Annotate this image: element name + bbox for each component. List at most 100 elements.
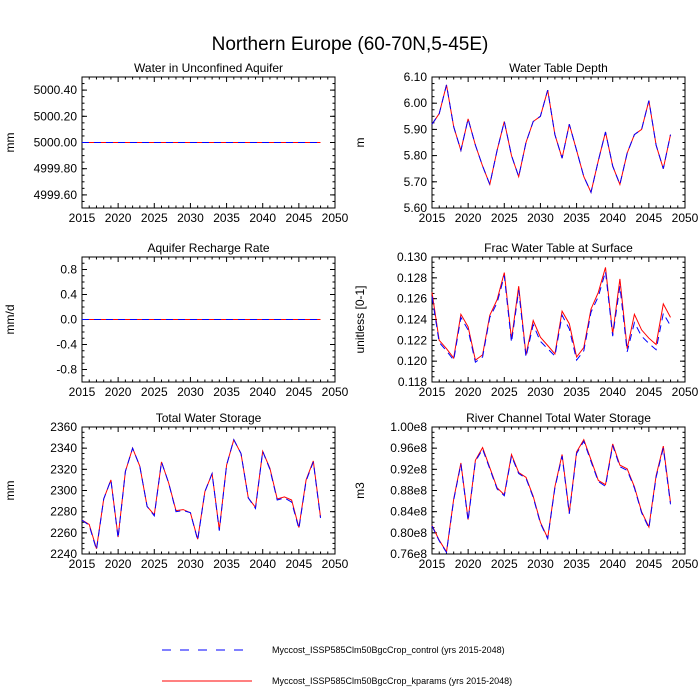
- y-tick-label: 0.126: [397, 292, 427, 306]
- y-tick-label: 2320: [50, 462, 77, 476]
- x-tick-label: 2035: [213, 211, 240, 225]
- x-tick-label: 2030: [177, 557, 204, 571]
- series-line-control: [431, 440, 671, 554]
- x-tick-label: 2015: [69, 385, 96, 399]
- panel-title: Frac Water Table at Surface: [484, 241, 633, 255]
- series-line-control: [431, 271, 671, 364]
- x-tick-label: 2015: [419, 211, 446, 225]
- x-tick-label: 2020: [105, 385, 132, 399]
- plot-frame: [431, 256, 686, 383]
- figure-title: Northern Europe (60-70N,5-45E): [212, 34, 489, 55]
- x-tick-label: 2050: [322, 557, 349, 571]
- x-tick-label: 2045: [286, 211, 313, 225]
- x-tick-label: 2040: [249, 385, 276, 399]
- panel-title: Water Table Depth: [509, 61, 608, 75]
- series-line-kparams: [431, 267, 671, 361]
- x-tick-label: 2035: [213, 385, 240, 399]
- series-line-control: [431, 84, 671, 194]
- y-tick-label: 0.118: [398, 375, 427, 389]
- x-tick-label: 2050: [322, 385, 349, 399]
- x-tick-label: 2040: [249, 211, 276, 225]
- y-axis-label: m: [353, 138, 367, 148]
- panel-1: Water in Unconfined Aquifer mm 2015 2020 202…: [3, 61, 349, 225]
- panel-6: River Channel Total Water Storage m3 2015 2…: [353, 411, 699, 571]
- x-tick-label: 2015: [419, 385, 446, 399]
- y-tick-label: 0.88e8: [390, 484, 427, 498]
- x-tick-label: 2025: [141, 385, 168, 399]
- x-tick-label: 2025: [491, 385, 518, 399]
- y-tick-label: -0.8: [56, 363, 77, 377]
- panel-title: River Channel Total Water Storage: [466, 411, 651, 425]
- x-tick-label: 2035: [563, 385, 590, 399]
- x-tick-label: 2030: [527, 211, 554, 225]
- legend-label-control: Myccost_ISSP585Clm50BgcCrop_control (yrs…: [272, 645, 505, 655]
- x-tick-label: 2035: [213, 557, 240, 571]
- x-tick-label: 2035: [563, 211, 590, 225]
- panel-4: Frac Water Table at Surface unitless [0-1…: [353, 241, 699, 399]
- series-line-kparams: [431, 438, 671, 554]
- y-tick-label: 0.96e8: [390, 441, 427, 455]
- plot-frame: [431, 76, 686, 209]
- x-tick-label: 2020: [455, 557, 482, 571]
- x-tick-label: 2025: [491, 557, 518, 571]
- y-tick-label: 5.60: [404, 201, 428, 215]
- panel-title: Total Water Storage: [156, 411, 262, 425]
- x-tick-label: 2035: [563, 557, 590, 571]
- y-tick-label: 0.92e8: [390, 462, 427, 476]
- x-tick-label: 2050: [672, 557, 699, 571]
- y-tick-label: 4999.60: [34, 188, 78, 202]
- x-tick-label: 2045: [636, 385, 663, 399]
- y-tick-label: 4999.80: [34, 162, 78, 176]
- panels: Water in Unconfined Aquifer mm 2015 2020 202…: [3, 61, 699, 571]
- x-tick-label: 2015: [69, 557, 96, 571]
- y-tick-label: 0.80e8: [390, 526, 427, 540]
- y-tick-label: 5.70: [404, 175, 428, 189]
- x-tick-label: 2025: [141, 211, 168, 225]
- panel-title: Aquifer Recharge Rate: [147, 241, 269, 255]
- y-axis-label: unitless [0-1]: [353, 285, 367, 353]
- y-tick-label: 0.120: [397, 354, 427, 368]
- x-tick-label: 2050: [322, 211, 349, 225]
- y-tick-label: 0.0: [60, 313, 77, 327]
- y-tick-label: 0.128: [397, 271, 427, 285]
- x-tick-label: 2045: [286, 557, 313, 571]
- y-tick-label: 2280: [50, 505, 77, 519]
- x-tick-label: 2030: [177, 211, 204, 225]
- y-tick-label: 0.124: [397, 313, 427, 327]
- y-tick-label: 0.76e8: [390, 547, 427, 561]
- x-tick-label: 2030: [177, 385, 204, 399]
- x-tick-label: 2020: [105, 211, 132, 225]
- y-axis-label: mm/d: [3, 305, 17, 335]
- panel-2: Water Table Depth m 2015 2020 2025 2030 2035 20…: [353, 61, 699, 225]
- x-tick-label: 2025: [141, 557, 168, 571]
- y-tick-label: 2300: [50, 484, 77, 498]
- y-tick-label: 0.122: [397, 333, 427, 347]
- y-tick-label: 5000.20: [34, 109, 78, 123]
- y-tick-label: 6.00: [404, 96, 428, 110]
- y-tick-label: 2240: [50, 547, 77, 561]
- y-tick-label: 0.84e8: [390, 505, 427, 519]
- x-tick-label: 2040: [599, 211, 626, 225]
- y-tick-label: 0.8: [60, 263, 77, 277]
- x-tick-label: 2015: [69, 211, 96, 225]
- plot-frame: [431, 426, 686, 555]
- x-tick-label: 2020: [455, 211, 482, 225]
- x-tick-label: 2050: [672, 385, 699, 399]
- series-line-control: [81, 438, 321, 550]
- y-tick-label: 5.80: [404, 149, 428, 163]
- y-tick-label: 6.10: [404, 70, 428, 84]
- x-tick-label: 2020: [455, 385, 482, 399]
- legend-label-kparams: Myccost_ISSP585Clm50BgcCrop_kparams (yrs…: [272, 676, 512, 686]
- y-axis-label: mm: [3, 133, 17, 153]
- y-tick-label: -0.4: [56, 338, 77, 352]
- x-tick-label: 2040: [249, 557, 276, 571]
- y-tick-label: 2340: [50, 441, 77, 455]
- x-tick-label: 2015: [419, 557, 446, 571]
- legend: Myccost_ISSP585Clm50BgcCrop_control (yrs…: [162, 645, 512, 686]
- y-tick-label: 5000.00: [34, 136, 78, 150]
- y-axis-label: mm: [3, 481, 17, 501]
- x-tick-label: 2040: [599, 385, 626, 399]
- x-tick-label: 2045: [286, 385, 313, 399]
- x-tick-label: 2020: [105, 557, 132, 571]
